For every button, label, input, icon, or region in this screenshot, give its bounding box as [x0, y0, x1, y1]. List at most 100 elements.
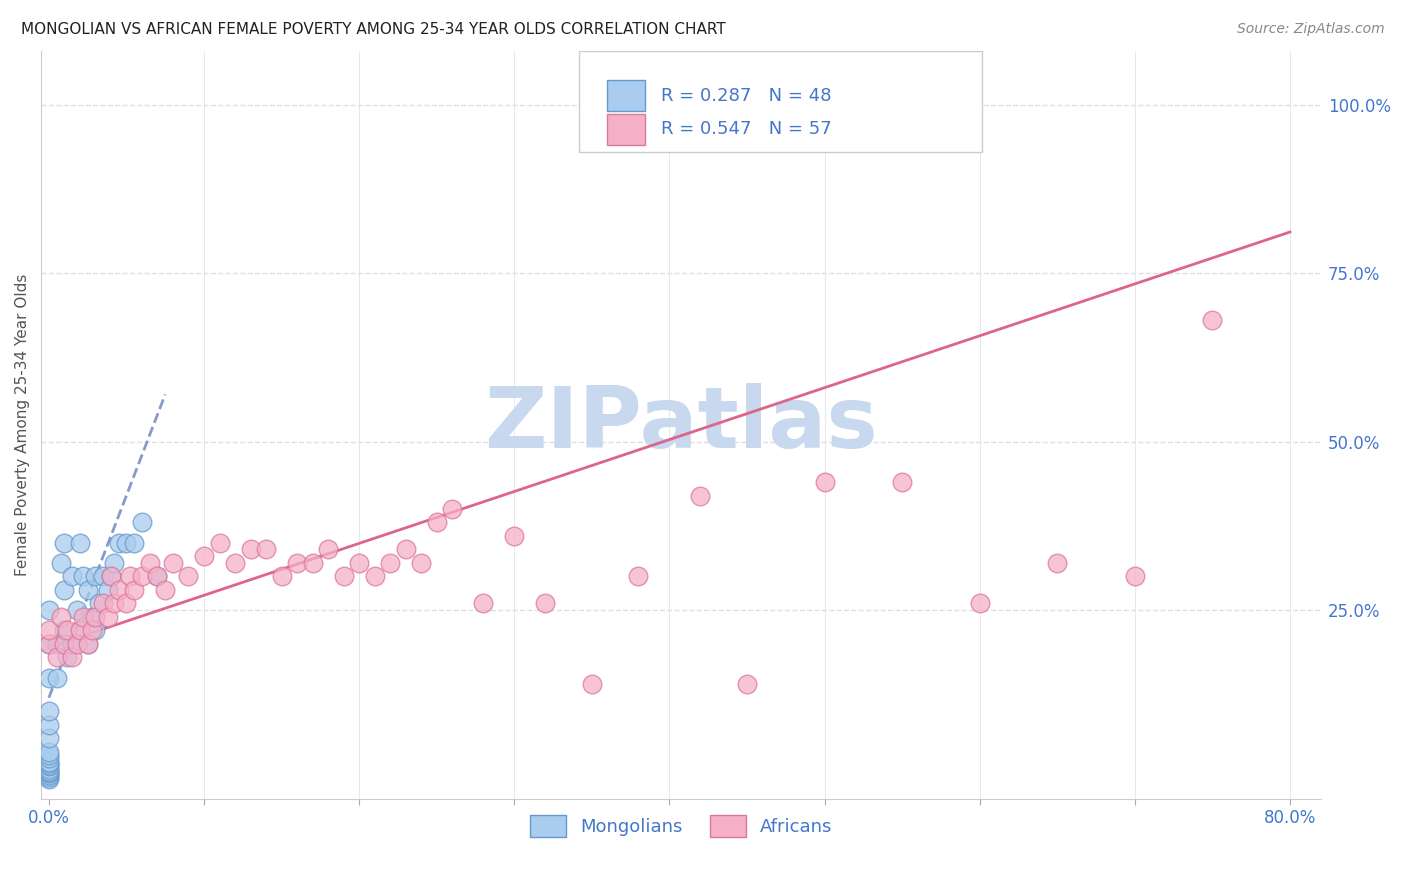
Point [69, 624, 91, 638]
Point [69, 624, 91, 638]
Point [38, 756, 60, 771]
FancyBboxPatch shape [607, 113, 645, 145]
Point [38, 747, 60, 762]
Point [82, 610, 104, 624]
Point [285, 556, 308, 570]
Point [38, 624, 60, 638]
Point [118, 569, 141, 583]
Point [441, 502, 464, 516]
Point [53, 637, 76, 651]
Point [107, 535, 129, 549]
Point [53, 582, 76, 597]
Point [97, 582, 120, 597]
Point [1201, 313, 1223, 327]
Point [115, 596, 138, 610]
Point [155, 582, 177, 597]
Point [581, 677, 603, 691]
Point [270, 569, 292, 583]
Point [56, 624, 79, 638]
Point [45, 671, 67, 685]
Point [38, 759, 60, 773]
Point [380, 556, 402, 570]
Point [689, 489, 711, 503]
Text: R = 0.287   N = 48: R = 0.287 N = 48 [661, 87, 831, 104]
Point [193, 549, 215, 564]
Point [38, 764, 60, 779]
Point [146, 569, 169, 583]
Point [1123, 569, 1146, 583]
Point [38, 717, 60, 731]
Point [38, 704, 60, 718]
Point [60, 650, 83, 665]
Point [395, 542, 418, 557]
Point [627, 569, 650, 583]
Point [254, 542, 277, 557]
Legend: Mongolians, Africans: Mongolians, Africans [520, 805, 842, 846]
Point [38, 637, 60, 651]
Point [1046, 556, 1069, 570]
Point [45, 650, 67, 665]
Point [301, 556, 323, 570]
Point [891, 475, 914, 489]
Point [56, 650, 79, 665]
Point [472, 596, 495, 610]
Point [53, 535, 76, 549]
Point [38, 770, 60, 784]
Point [82, 624, 104, 638]
Point [115, 535, 138, 549]
Point [38, 764, 60, 778]
Point [103, 596, 125, 610]
Point [84, 624, 107, 638]
Point [38, 745, 60, 759]
Point [138, 556, 160, 570]
Point [72, 610, 94, 624]
Point [76, 637, 98, 651]
Point [51, 610, 73, 624]
Point [84, 610, 107, 624]
Point [813, 475, 835, 489]
Point [131, 516, 153, 530]
Point [38, 762, 60, 776]
Text: ZIPatlas: ZIPatlas [484, 384, 877, 467]
Point [177, 569, 200, 583]
Point [53, 624, 76, 638]
Point [735, 677, 758, 691]
Point [426, 516, 449, 530]
Point [534, 596, 557, 610]
Point [76, 582, 98, 597]
Point [100, 569, 122, 583]
Point [146, 569, 169, 583]
Point [103, 556, 125, 570]
Point [38, 755, 60, 769]
Point [208, 535, 231, 549]
Point [122, 535, 145, 549]
FancyBboxPatch shape [607, 80, 645, 112]
Point [347, 556, 370, 570]
Point [72, 569, 94, 583]
Point [239, 542, 262, 557]
Point [91, 596, 114, 610]
Point [38, 768, 60, 782]
Point [60, 637, 83, 651]
Point [969, 596, 991, 610]
Point [45, 637, 67, 651]
Point [224, 556, 246, 570]
Point [131, 569, 153, 583]
Point [411, 556, 433, 570]
Point [38, 751, 60, 765]
Point [66, 603, 89, 617]
Point [87, 596, 110, 610]
Point [503, 529, 526, 543]
Point [84, 569, 107, 583]
Point [38, 772, 60, 786]
Point [363, 569, 385, 583]
Point [38, 731, 60, 746]
Text: R = 0.547   N = 57: R = 0.547 N = 57 [661, 120, 831, 138]
Point [76, 637, 98, 651]
Point [38, 637, 60, 651]
Point [51, 556, 73, 570]
Point [38, 766, 60, 780]
Point [69, 535, 91, 549]
Point [316, 542, 339, 557]
Point [38, 603, 60, 617]
